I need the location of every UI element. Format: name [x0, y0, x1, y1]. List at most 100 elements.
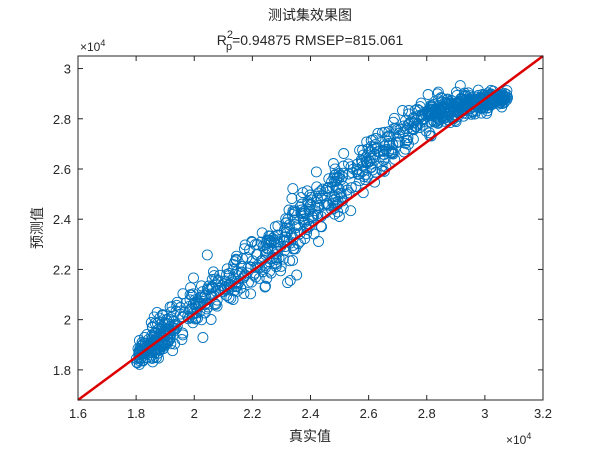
data-point	[196, 314, 208, 326]
data-point	[221, 263, 233, 275]
data-point	[385, 146, 397, 158]
data-point	[131, 357, 143, 369]
data-point	[208, 270, 220, 282]
data-point	[475, 102, 487, 114]
data-point	[330, 181, 342, 193]
data-point	[221, 269, 233, 281]
data-point	[337, 171, 348, 183]
data-point	[268, 234, 280, 246]
data-point	[409, 104, 421, 116]
y-tick-label: 2	[64, 313, 71, 328]
data-point	[185, 282, 197, 294]
data-point	[451, 101, 463, 112]
data-point	[201, 249, 213, 261]
subtitle-r-sup: 2	[227, 29, 233, 41]
data-point	[176, 334, 188, 345]
data-point	[183, 301, 195, 313]
data-point	[497, 94, 508, 106]
y-axis-label: 预测值	[30, 207, 46, 249]
data-point	[146, 321, 158, 333]
data-point	[486, 96, 497, 108]
data-point	[369, 176, 381, 188]
x-tick-label: 2.6	[360, 406, 378, 421]
data-point	[167, 345, 179, 357]
y-tick-label: 3	[64, 62, 71, 77]
data-point	[157, 310, 169, 321]
data-point	[289, 243, 301, 255]
data-point	[442, 107, 454, 119]
data-point	[267, 251, 279, 263]
data-point	[302, 196, 314, 207]
x-axis-ticks: 1.6 1.8 2 2.2 2.4 2.6 2.8 3 3.2	[69, 56, 552, 421]
data-point	[207, 282, 219, 294]
data-point	[149, 347, 161, 359]
data-point	[399, 115, 411, 127]
data-point	[466, 91, 477, 103]
data-point	[452, 98, 464, 110]
x-tick-label: 2.8	[418, 406, 436, 421]
data-point	[265, 267, 277, 279]
data-point	[170, 323, 182, 335]
data-point	[145, 338, 157, 350]
data-point	[426, 100, 438, 112]
data-point	[343, 158, 354, 170]
data-point	[338, 160, 350, 172]
data-point	[230, 254, 242, 266]
x-exponent-label: ×104	[506, 431, 531, 447]
data-point	[496, 101, 508, 113]
data-point	[323, 186, 334, 198]
data-point	[411, 113, 423, 125]
y-axis-ticks: 1.8 2 2.2 2.4 2.6 2.8 3	[53, 62, 543, 378]
data-point	[315, 185, 327, 197]
data-point	[197, 332, 209, 343]
data-point	[207, 266, 219, 278]
data-point	[436, 92, 448, 104]
data-point	[280, 222, 292, 234]
data-point	[180, 297, 192, 309]
data-point	[231, 250, 242, 262]
data-point	[256, 227, 268, 239]
data-point	[143, 340, 155, 352]
x-tick-label: 3	[481, 406, 488, 421]
data-point	[364, 146, 376, 158]
data-point	[241, 267, 253, 279]
data-point	[329, 163, 341, 175]
data-point	[397, 105, 408, 116]
data-point	[217, 286, 229, 298]
data-point	[162, 313, 174, 325]
data-point	[312, 200, 324, 212]
data-point	[350, 181, 362, 192]
subtitle-metrics: =0.94875 RMSEP=815.061	[232, 32, 403, 48]
data-point	[149, 317, 161, 329]
x-tick-label: 2.4	[301, 406, 319, 421]
data-point	[282, 277, 294, 289]
data-point	[481, 98, 492, 110]
y-tick-label: 2.2	[53, 262, 71, 277]
data-point	[196, 291, 208, 303]
x-tick-label: 1.8	[127, 406, 145, 421]
data-point	[268, 237, 280, 249]
data-point	[298, 205, 310, 217]
data-point	[246, 236, 258, 247]
data-point	[296, 204, 307, 216]
x-tick-label: 1.6	[69, 406, 87, 421]
chart-title: 测试集效果图	[268, 7, 352, 24]
data-point	[145, 317, 157, 328]
x-tick-label: 2.2	[243, 406, 261, 421]
data-point	[358, 171, 370, 183]
data-point	[322, 182, 334, 193]
data-point	[196, 280, 207, 292]
data-point	[281, 227, 293, 239]
data-point	[297, 187, 309, 199]
data-point	[432, 86, 444, 98]
data-point	[291, 269, 303, 281]
data-point	[220, 275, 231, 287]
data-point	[388, 122, 400, 134]
data-point	[246, 276, 257, 288]
data-point	[327, 158, 339, 169]
data-point	[422, 89, 434, 100]
data-point	[238, 288, 250, 299]
data-point	[231, 285, 243, 297]
data-point	[286, 208, 298, 220]
